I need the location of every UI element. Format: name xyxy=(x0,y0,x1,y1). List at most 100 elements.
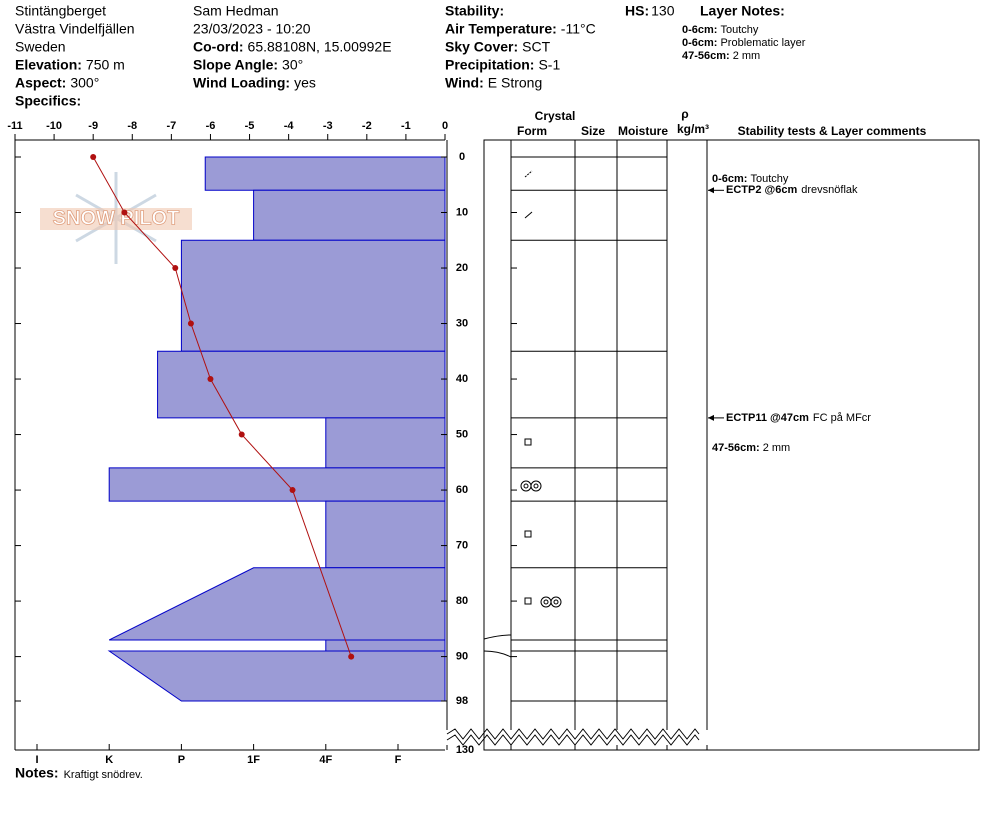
column-header: ρ xyxy=(681,107,688,121)
field-label: 0-6cm: xyxy=(682,37,717,49)
test-comment: FC på MFcr xyxy=(813,412,871,424)
hardness-tick-label: F xyxy=(395,754,402,766)
x-tick-label: -10 xyxy=(46,120,62,132)
field-label: Stability: xyxy=(445,3,504,19)
temperature-point xyxy=(289,487,296,494)
temperature-point xyxy=(90,154,97,160)
arrow-head xyxy=(708,187,714,194)
field-label: 0-6cm: xyxy=(712,173,747,185)
x-tick-label: -2 xyxy=(362,120,372,132)
temperature-point xyxy=(238,431,245,438)
field-value: 2 mm xyxy=(763,442,791,454)
hardness-tick-label: 1F xyxy=(247,754,260,766)
hardness-tick-label: K xyxy=(105,754,113,766)
temperature-line xyxy=(92,156,352,657)
column-header: Stability tests & Layer comments xyxy=(738,124,927,138)
y-tick-label: 60 xyxy=(456,484,468,496)
field-label: Elevation: xyxy=(15,57,82,73)
field-value: Problematic layer xyxy=(720,37,805,49)
x-tick-label: 0 xyxy=(442,120,448,132)
temperature-point xyxy=(348,653,355,660)
x-tick-label: -8 xyxy=(127,120,137,132)
x-tick-label: -4 xyxy=(284,120,295,132)
field-value: E Strong xyxy=(488,75,542,91)
test-label: ECTP2 @6cm xyxy=(726,184,797,196)
notes: Kraftigt snödrev. xyxy=(64,769,143,781)
hardness-bar xyxy=(253,189,446,241)
field-label: Wind: xyxy=(445,75,484,91)
hardness-tick-label: 4F xyxy=(319,754,332,766)
field-value: 65.88108N, 15.00992E xyxy=(248,39,392,55)
x-tick-label: -5 xyxy=(245,120,255,132)
hardness-bar xyxy=(325,500,446,569)
field-value: Sam Hedman xyxy=(193,3,279,19)
hardness-tick-label: P xyxy=(178,754,185,766)
field-value: 30° xyxy=(282,57,303,73)
field-value: Toutchy xyxy=(750,173,788,185)
x-tick-label: -11 xyxy=(7,120,22,132)
layer-notes-title: Layer Notes: xyxy=(700,3,785,19)
y-tick-label: 20 xyxy=(456,262,468,274)
field-value: SCT xyxy=(522,39,550,55)
notes-label: Notes: xyxy=(15,765,59,781)
temperature-point xyxy=(187,320,194,327)
hardness-bar xyxy=(107,650,446,702)
hardness-bar xyxy=(325,639,446,652)
field-label: 47-56cm: xyxy=(682,50,730,62)
axis-break xyxy=(446,728,700,740)
x-tick-label: -3 xyxy=(323,120,333,132)
field-label: Air Temperature: xyxy=(445,21,557,37)
y-tick-label: 50 xyxy=(456,428,468,440)
y-tick-label: 40 xyxy=(456,373,468,385)
field-label: Co-ord: xyxy=(193,39,244,55)
column-header: Size xyxy=(581,124,605,138)
field-value: Västra Vindelfjällen xyxy=(15,21,135,37)
x-tick-label: -9 xyxy=(88,120,98,132)
field-value: 2 mm xyxy=(733,50,761,62)
field-label: Wind Loading: xyxy=(193,75,290,91)
y-tick-label: 0 xyxy=(459,151,465,163)
field-value: S-1 xyxy=(538,57,560,73)
field-label: Specifics: xyxy=(15,93,81,109)
field-value: 750 m xyxy=(86,57,125,73)
test-label: ECTP11 @47cm xyxy=(726,412,809,424)
hardness-bar xyxy=(325,417,446,469)
field-label: Aspect: xyxy=(15,75,66,91)
arrow-head xyxy=(708,414,714,421)
hs-value: 130 xyxy=(651,3,675,19)
watermark: SNOW PILOT xyxy=(53,207,180,229)
y-tick-label: 80 xyxy=(456,595,468,607)
field-value: 300° xyxy=(70,75,99,91)
y-tick-label: 70 xyxy=(456,539,468,551)
test-comment: drevsnöflak xyxy=(801,184,858,196)
temperature-point xyxy=(172,265,179,272)
y-tick-label: 90 xyxy=(456,650,468,662)
field-label: Slope Angle: xyxy=(193,57,278,73)
hardness-tick-label: I xyxy=(35,754,38,766)
panel-frame xyxy=(483,139,980,751)
y-tick-label: 130 xyxy=(456,744,474,756)
y-tick-label: 10 xyxy=(456,206,468,218)
y-tick-label: 30 xyxy=(456,317,468,329)
column-header: Moisture xyxy=(618,124,668,138)
y-tick-label: 98 xyxy=(456,695,468,707)
field-value: Toutchy xyxy=(720,24,758,36)
field-value: Stintängberget xyxy=(15,3,106,19)
column-header: Form xyxy=(517,124,547,138)
field-label: 47-56cm: xyxy=(712,442,760,454)
field-value: 23/03/2023 - 10:20 xyxy=(193,21,311,37)
hs-label: HS: xyxy=(625,3,649,19)
hardness-bar xyxy=(157,350,446,419)
x-tick-label: -6 xyxy=(206,120,216,132)
hardness-bar xyxy=(108,567,446,641)
crystal-forms xyxy=(483,170,562,658)
watermark-band xyxy=(40,208,192,230)
field-label: 0-6cm: xyxy=(682,24,717,36)
column-header: Crystal xyxy=(535,109,576,123)
hardness-bar xyxy=(204,156,446,191)
x-tick-label: -7 xyxy=(166,120,176,132)
hardness-bar xyxy=(180,239,446,352)
x-tick-label: -1 xyxy=(401,120,411,132)
field-value: yes xyxy=(294,75,316,91)
